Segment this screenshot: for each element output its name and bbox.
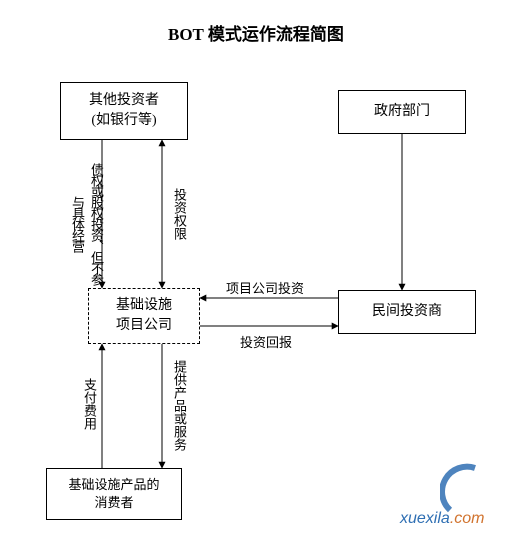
node-project-company: 基础设施 项目公司 [88,288,200,344]
diagram-canvas: BOT 模式运作流程简图 其他投资者 (如银行等) 政府部门 基础设施 项目公司… [0,0,511,540]
watermark-a: xuexila [400,510,450,527]
label-debt-equity: 债权或股权投资、但不参与具体经营 [68,158,106,288]
node-government: 政府部门 [338,90,466,134]
label-return: 投资回报 [240,332,292,351]
watermark-b: .com [450,510,485,527]
label-company-invest: 项目公司投资 [226,278,304,297]
node-consumers: 基础设施产品的 消费者 [46,468,182,520]
node-private-investors: 民间投资商 [338,290,476,334]
node-other-investors: 其他投资者 (如银行等) [60,82,188,140]
label-invest-rights: 投资权限 [170,188,189,240]
label-provide: 提供产品或服务 [170,360,189,451]
watermark-text: xuexila.com [400,510,484,528]
label-pay-fee: 支付费用 [80,378,99,430]
